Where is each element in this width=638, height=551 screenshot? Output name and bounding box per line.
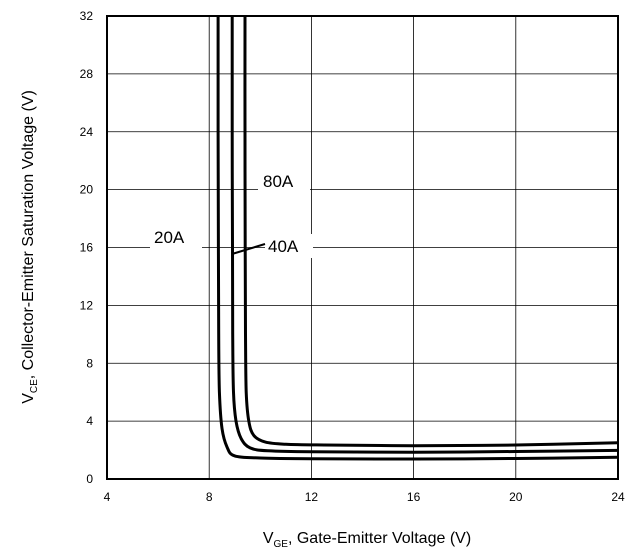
y-tick-label: 16 xyxy=(80,241,94,255)
series-label-40a: 40A xyxy=(268,237,299,256)
y-tick-label: 4 xyxy=(86,414,93,428)
x-tick-label: 4 xyxy=(104,490,111,504)
series-layer xyxy=(216,15,619,461)
label-bg-80a xyxy=(258,168,310,192)
y-tick-label: 32 xyxy=(80,9,94,23)
y-axis-label: VCE, Collector-Emitter Saturation Voltag… xyxy=(20,90,40,404)
x-tick-label: 16 xyxy=(407,490,421,504)
series-line-40a xyxy=(230,16,619,454)
series-line-20a xyxy=(216,16,619,461)
x-tick-label: 8 xyxy=(206,490,213,504)
y-tick-label: 28 xyxy=(80,67,94,81)
plot-frame xyxy=(106,15,619,480)
x-tick-label: 20 xyxy=(509,490,523,504)
label-bg-20a xyxy=(150,224,202,248)
y-tick-label: 0 xyxy=(86,472,93,486)
series-line-80a xyxy=(243,15,619,448)
series-label-20a: 20A xyxy=(154,228,185,247)
label-bg-40a xyxy=(265,234,313,258)
y-tick-label: 12 xyxy=(80,298,94,312)
series-labels: 20A 40A 80A xyxy=(150,168,313,258)
x-tick-label: 12 xyxy=(305,490,319,504)
leader-line-40a xyxy=(231,243,266,255)
series-label-80a: 80A xyxy=(263,172,294,191)
x-tick-labels: 4 8 12 16 20 24 xyxy=(104,490,625,504)
y-tick-label: 8 xyxy=(86,356,93,370)
y-tick-label: 24 xyxy=(80,125,94,139)
x-tick-label: 24 xyxy=(611,490,625,504)
y-tick-labels: 0 4 8 12 16 20 24 28 32 xyxy=(80,9,94,486)
y-tick-label: 20 xyxy=(80,183,94,197)
x-axis-label: VGE, Gate-Emitter Voltage (V) xyxy=(263,530,471,550)
